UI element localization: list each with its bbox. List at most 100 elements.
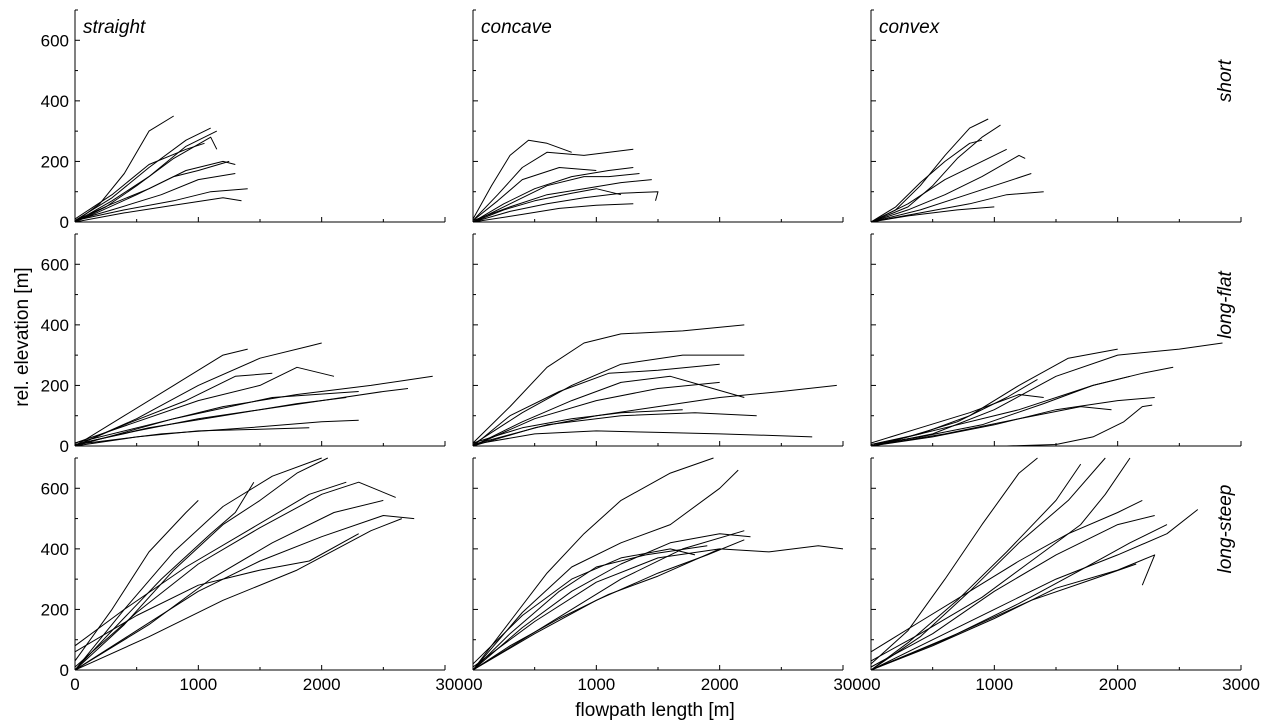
flowpath-line: [473, 430, 813, 445]
flowpath-line: [871, 375, 1131, 445]
flowpath-line: [75, 457, 322, 671]
flowpath-line: [473, 412, 757, 445]
y-tick-label: 200: [41, 600, 69, 619]
flowpath-line: [75, 372, 273, 447]
flowpath-series-group: [75, 342, 433, 447]
y-tick-label: 600: [41, 255, 69, 274]
x-tick-label: 1000: [577, 675, 615, 694]
flowpath-line: [75, 391, 359, 447]
flowpath-line: [871, 148, 1007, 223]
flowpath-line: [75, 518, 402, 671]
flowpath-line: [473, 354, 745, 445]
flowpath-line: [473, 530, 745, 671]
flowpath-line: [75, 342, 322, 447]
y-tick-label: 400: [41, 316, 69, 335]
labels-layer: flowpath length [m] rel. elevation [m]: [12, 267, 735, 721]
row-label-long-steep: long-steep: [1215, 485, 1236, 574]
flowpath-line: [871, 499, 1143, 653]
flowpath-line: [871, 457, 1106, 671]
x-tick-label: 1000: [179, 675, 217, 694]
x-tick-label: 3000: [1222, 675, 1260, 694]
flowpath-line: [473, 381, 720, 447]
flowpath-line: [473, 203, 634, 223]
y-tick-label: 600: [41, 479, 69, 498]
panel-straight-short: 0 200 400 600 straight: [41, 9, 446, 232]
flowpath-line: [75, 173, 236, 221]
panel-convex-short: convex short: [870, 9, 1242, 223]
flowpath-line: [473, 548, 696, 665]
flowpath-line: [75, 427, 310, 447]
flowpath-line: [75, 481, 255, 671]
flowpath-line: [473, 148, 634, 221]
flowpath-line: [75, 197, 242, 223]
flowpath-line: [871, 394, 1044, 444]
x-tick-label: 30000: [435, 675, 482, 694]
flowpath-line: [473, 139, 572, 220]
flowpath-line: [75, 481, 347, 647]
x-tick-label: 0: [70, 675, 79, 694]
y-tick-label: 0: [60, 661, 69, 680]
flowpath-line: [75, 515, 415, 671]
flowpath-line: [871, 191, 1044, 223]
flowpath-series-group: [473, 457, 843, 671]
flowpath-line: [871, 348, 1118, 445]
panels-layer: 0 200 400 600 straight concave convex short 0 200…: [41, 9, 1260, 694]
panel-concave-short: concave: [472, 9, 844, 223]
flowpath-line: [871, 524, 1168, 671]
flowpath-line: [473, 188, 622, 223]
flowpath-line: [473, 363, 720, 447]
y-tick-label: 400: [41, 540, 69, 559]
flowpath-line: [871, 124, 1001, 223]
panel-straight-long-flat: 0 200 400 600: [41, 233, 446, 456]
flowpath-line: [871, 378, 1038, 447]
row-label-long-flat: long-flat: [1215, 270, 1236, 338]
flowpath-line: [473, 457, 714, 671]
flowpath-line: [75, 500, 199, 662]
flowpath-line: [871, 457, 1131, 662]
panel-straight-long-steep: 0 200 400 600: [41, 457, 446, 680]
flowpath-series-group: [75, 457, 415, 671]
x-tick-label: 2000: [1099, 675, 1137, 694]
flowpath-series-group: [871, 342, 1223, 447]
y-tick-label: 600: [41, 31, 69, 50]
row-label-short: short: [1215, 59, 1236, 102]
flowpath-line: [871, 563, 1137, 671]
flowpath-line: [871, 509, 1199, 671]
flowpath-series-group: [871, 118, 1044, 223]
x-tick-label: 2000: [701, 675, 739, 694]
flowpath-line: [75, 160, 230, 223]
x-tick-label: 2000: [303, 675, 341, 694]
flowpath-line: [871, 554, 1156, 671]
flowpath-line: [473, 179, 652, 221]
flowpath-line: [75, 457, 329, 671]
y-tick-label: 200: [41, 152, 69, 171]
y-tick-label: 0: [60, 437, 69, 456]
flowpath-line: [871, 206, 995, 223]
y-tick-label: 0: [60, 213, 69, 232]
flowpath-line: [75, 142, 205, 220]
flowpath-line: [75, 366, 335, 444]
flowpath-line: [473, 167, 597, 221]
flowpath-line: [473, 173, 640, 223]
flowpath-line: [871, 515, 1155, 668]
flowpath-line: [75, 388, 409, 445]
flowpath-line: [473, 539, 745, 671]
panel-convex-long-steep: long-steep: [870, 457, 1242, 671]
column-label-concave: concave: [481, 17, 552, 38]
x-tick-label: 30000: [833, 675, 880, 694]
flowpath-series-group: [871, 457, 1199, 671]
flowpath-line: [75, 397, 347, 445]
flowpath-line: [871, 342, 1223, 447]
flowpath-line: [473, 409, 683, 444]
flowpath-series-group: [473, 324, 837, 447]
flowpath-line: [75, 499, 384, 671]
column-label-straight: straight: [83, 17, 146, 38]
flowpath-series-group: [473, 139, 659, 223]
flowpath-line: [871, 406, 1112, 447]
flowpath-line: [75, 127, 211, 221]
flowpath-line: [75, 188, 248, 221]
flowpath-line: [871, 457, 1038, 665]
flowpath-line: [473, 167, 634, 223]
flowpath-line: [473, 545, 708, 671]
